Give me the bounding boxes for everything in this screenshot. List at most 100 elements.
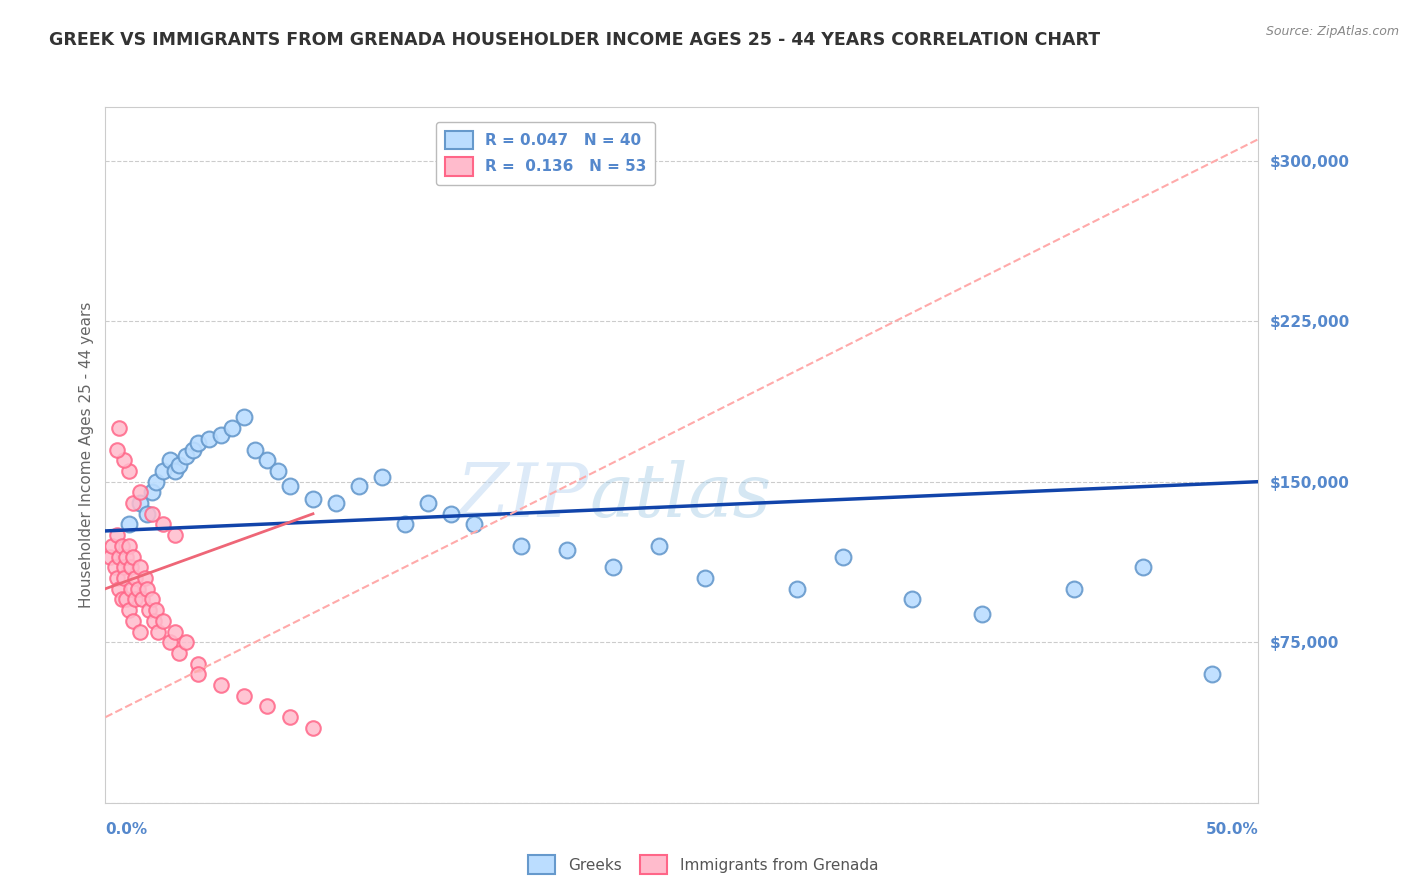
Point bbox=[127, 582, 149, 596]
Point bbox=[167, 458, 190, 472]
Point bbox=[245, 442, 267, 457]
Text: 50.0%: 50.0% bbox=[1205, 822, 1258, 837]
Text: GREEK VS IMMIGRANTS FROM GRENADA HOUSEHOLDER INCOME AGES 25 - 44 YEARS CORRELATI: GREEK VS IMMIGRANTS FROM GRENADA HOUSEHO… bbox=[49, 31, 1101, 49]
Point bbox=[159, 453, 181, 467]
Point bbox=[105, 571, 128, 585]
Point bbox=[832, 549, 855, 564]
Point bbox=[278, 710, 301, 724]
Point bbox=[602, 560, 624, 574]
Point bbox=[232, 410, 254, 425]
Point bbox=[278, 479, 301, 493]
Point bbox=[115, 592, 138, 607]
Text: 0.0%: 0.0% bbox=[105, 822, 148, 837]
Point bbox=[901, 592, 924, 607]
Point bbox=[786, 582, 808, 596]
Text: atlas: atlas bbox=[589, 460, 772, 533]
Point bbox=[108, 549, 131, 564]
Point bbox=[152, 517, 174, 532]
Y-axis label: Householder Income Ages 25 - 44 years: Householder Income Ages 25 - 44 years bbox=[79, 301, 94, 608]
Point bbox=[145, 475, 167, 489]
Point bbox=[129, 485, 152, 500]
Point bbox=[142, 614, 165, 628]
Point bbox=[112, 560, 135, 574]
Point bbox=[187, 657, 209, 671]
Point bbox=[256, 453, 278, 467]
Point bbox=[970, 607, 993, 622]
Point bbox=[115, 549, 138, 564]
Point bbox=[112, 571, 135, 585]
Point bbox=[209, 427, 232, 442]
Point bbox=[440, 507, 463, 521]
Point bbox=[152, 464, 174, 478]
Point bbox=[148, 624, 170, 639]
Point bbox=[174, 635, 197, 649]
Point bbox=[122, 614, 145, 628]
Point bbox=[122, 496, 145, 510]
Point bbox=[117, 517, 139, 532]
Point bbox=[463, 517, 485, 532]
Point bbox=[120, 560, 142, 574]
Point bbox=[108, 421, 131, 435]
Point bbox=[181, 442, 204, 457]
Point bbox=[347, 479, 370, 493]
Point bbox=[104, 560, 127, 574]
Point bbox=[120, 582, 142, 596]
Point bbox=[163, 528, 186, 542]
Point bbox=[1132, 560, 1154, 574]
Point bbox=[129, 560, 152, 574]
Point bbox=[163, 624, 186, 639]
Point bbox=[1063, 582, 1085, 596]
Point bbox=[105, 442, 128, 457]
Point bbox=[232, 689, 254, 703]
Point bbox=[267, 464, 290, 478]
Point bbox=[110, 592, 132, 607]
Point bbox=[129, 624, 152, 639]
Point bbox=[136, 582, 159, 596]
Point bbox=[141, 485, 163, 500]
Point bbox=[124, 571, 146, 585]
Point bbox=[122, 549, 145, 564]
Point bbox=[174, 449, 197, 463]
Point bbox=[159, 635, 181, 649]
Point bbox=[302, 491, 325, 506]
Point bbox=[141, 592, 163, 607]
Point bbox=[187, 667, 209, 681]
Point bbox=[141, 507, 163, 521]
Point bbox=[152, 614, 174, 628]
Point bbox=[163, 464, 186, 478]
Point bbox=[302, 721, 325, 735]
Point bbox=[221, 421, 243, 435]
Point bbox=[117, 464, 139, 478]
Point bbox=[117, 603, 139, 617]
Point bbox=[131, 592, 153, 607]
Point bbox=[167, 646, 190, 660]
Point bbox=[110, 539, 132, 553]
Point bbox=[325, 496, 347, 510]
Point bbox=[112, 453, 135, 467]
Point bbox=[101, 539, 124, 553]
Point bbox=[117, 539, 139, 553]
Point bbox=[209, 678, 232, 692]
Text: Source: ZipAtlas.com: Source: ZipAtlas.com bbox=[1265, 25, 1399, 38]
Point bbox=[124, 592, 146, 607]
Point bbox=[129, 496, 152, 510]
Point bbox=[98, 549, 121, 564]
Point bbox=[693, 571, 716, 585]
Point bbox=[136, 507, 159, 521]
Point bbox=[1201, 667, 1223, 681]
Point bbox=[138, 603, 160, 617]
Point bbox=[108, 582, 131, 596]
Point bbox=[555, 543, 578, 558]
Point bbox=[145, 603, 167, 617]
Point bbox=[648, 539, 671, 553]
Point bbox=[198, 432, 221, 446]
Point bbox=[105, 528, 128, 542]
Point bbox=[509, 539, 531, 553]
Text: ZIP: ZIP bbox=[457, 460, 589, 533]
Point bbox=[418, 496, 440, 510]
Point bbox=[187, 436, 209, 450]
Point bbox=[394, 517, 416, 532]
Point bbox=[371, 470, 394, 484]
Point bbox=[134, 571, 156, 585]
Legend: Greeks, Immigrants from Grenada: Greeks, Immigrants from Grenada bbox=[522, 849, 884, 880]
